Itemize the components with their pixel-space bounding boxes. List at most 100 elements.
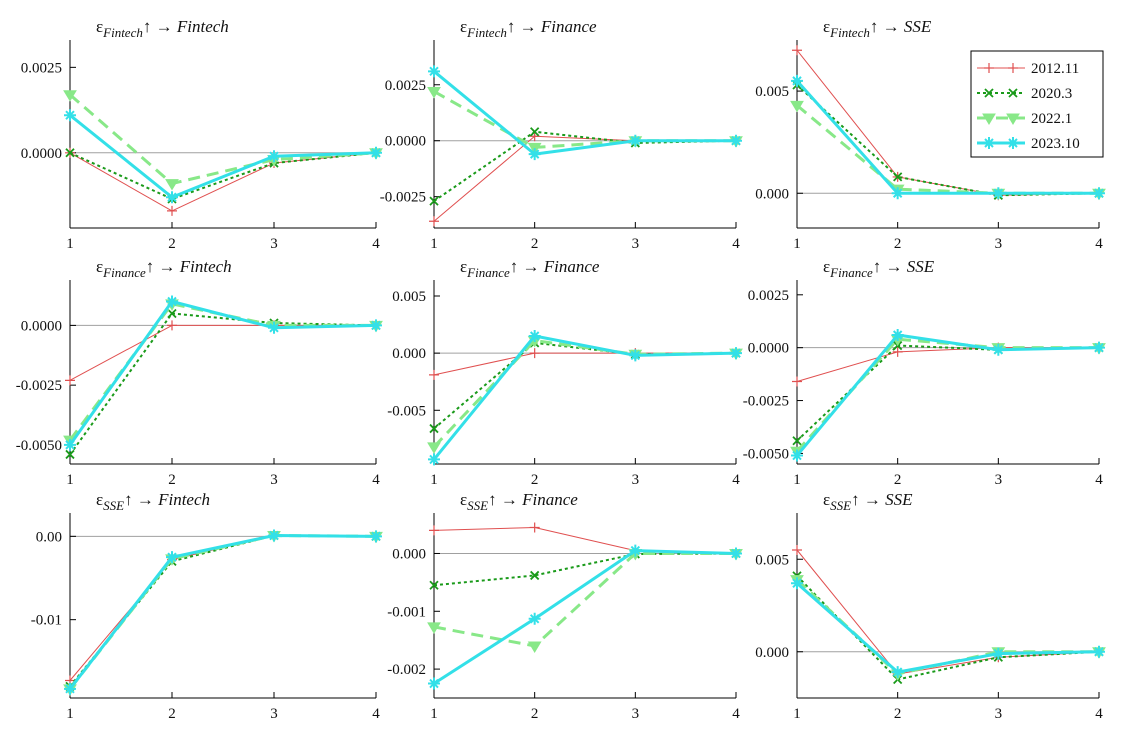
data-point-2023.10 [1093, 645, 1105, 658]
series-line-2012.11 [796, 549, 1100, 675]
y-tick-label: 0.0000 [21, 146, 62, 162]
data-point-2023.10 [791, 449, 803, 462]
data-point-2012.11 [892, 346, 903, 357]
data-point-2022.1 [790, 100, 804, 113]
legend-label-2022.1: 2022.1 [1031, 111, 1072, 127]
data-point-2023.10 [992, 343, 1005, 356]
legend-marker-2023.10 [983, 137, 995, 149]
irf-panel-5: -0.005 0.000 0.005 1 2 3 4 εFinance↑ → Finance [387, 257, 743, 488]
series-line-2020.3 [433, 130, 737, 202]
series-line-2023.10 [68, 534, 377, 690]
y-tick-label: 0.0000 [748, 341, 789, 357]
irf-panel-1: 0.0000 0.0025 1 2 3 4 εFintech↑ → Fintech [21, 17, 383, 252]
y-tick-label: 0.0025 [21, 60, 62, 76]
data-point-2023.10 [528, 148, 541, 161]
series-line-2022.1 [796, 104, 1099, 195]
irf-panel-9: 0.000 0.005 1 2 3 4 εSSE↑ → SSE [755, 490, 1106, 722]
x-tick-label: 4 [732, 236, 740, 252]
series-line-2020.3 [69, 151, 377, 200]
data-point-2012.11 [792, 545, 802, 555]
data-point-2023.10 [992, 647, 1005, 660]
legend-marker-2012.11 [984, 63, 994, 73]
y-tick-label: 0.005 [392, 289, 426, 305]
data-point-2022.1 [63, 90, 77, 102]
x-tick-label: 1 [793, 706, 801, 722]
x-tick-label: 1 [430, 706, 438, 722]
data-point-2023.10 [891, 187, 904, 200]
data-point-2023.10 [428, 677, 440, 690]
series-line-2022.1 [795, 337, 1099, 453]
x-tick-label: 4 [1095, 706, 1103, 722]
x-tick-label: 1 [66, 472, 74, 488]
x-tick-label: 1 [66, 236, 74, 252]
data-point-2012.11 [529, 348, 540, 359]
data-point-2020.3 [429, 580, 439, 590]
data-point-2020.3 [167, 308, 177, 319]
data-point-2023.10 [268, 529, 280, 542]
x-tick-label: 4 [372, 472, 380, 488]
data-point-2023.10 [64, 682, 76, 695]
data-point-2023.10 [428, 453, 440, 466]
x-tick-label: 2 [531, 236, 539, 252]
y-tick-label: 0.0000 [21, 318, 62, 334]
x-tick-label: 1 [793, 236, 801, 252]
data-point-2020.3 [530, 127, 540, 137]
series-line-2022.1 [68, 302, 376, 442]
data-point-2023.10 [791, 74, 803, 87]
series-line-2023.10 [69, 114, 377, 199]
series-line-2023.10 [796, 582, 1100, 674]
panel-title: εSSE↑ → Fintech [96, 490, 210, 513]
data-point-2023.10 [268, 150, 280, 163]
series-line-2022.1 [69, 93, 377, 186]
y-tick-label: 0.000 [392, 546, 426, 562]
y-tick-label: 0.0025 [748, 288, 789, 304]
x-tick-label: 2 [531, 706, 539, 722]
y-tick-label: 0.0025 [385, 78, 426, 94]
x-tick-label: 3 [270, 706, 278, 722]
x-tick-label: 4 [732, 472, 740, 488]
irf-panel-3: 0.000 0.005 1 2 3 4 εFintech↑ → SSE [755, 17, 1106, 252]
data-point-2023.10 [891, 666, 904, 679]
x-tick-label: 1 [430, 236, 438, 252]
data-point-2023.10 [64, 109, 76, 122]
series-line-2012.11 [433, 135, 736, 222]
series-line-2012.11 [796, 347, 1099, 382]
panel-title: εFintech↑ → SSE [823, 17, 932, 40]
data-point-2020.3 [65, 148, 75, 158]
data-point-2012.11 [429, 525, 439, 536]
series-line-2022.1 [433, 90, 736, 149]
data-point-2012.11 [167, 320, 177, 331]
series-line-2023.10 [795, 79, 1099, 195]
data-point-2023.10 [891, 328, 904, 341]
x-tick-label: 3 [632, 472, 640, 488]
x-tick-label: 2 [168, 706, 176, 722]
x-tick-label: 4 [732, 706, 740, 722]
data-point-2012.11 [792, 45, 802, 56]
series-line-2012.11 [433, 526, 737, 554]
x-tick-label: 1 [66, 706, 74, 722]
x-tick-label: 2 [531, 472, 539, 488]
data-point-2020.3 [429, 196, 439, 206]
data-point-2023.10 [629, 544, 642, 557]
data-point-2020.3 [792, 436, 802, 446]
series-line-2012.11 [69, 535, 377, 681]
data-point-2023.10 [730, 347, 742, 360]
panel-title: εFintech↑ → Finance [460, 17, 597, 40]
data-point-2023.10 [370, 530, 382, 543]
data-point-2023.10 [528, 330, 541, 342]
legend-marker-2020.3 [984, 88, 994, 98]
irf-panel-6: -0.0050 -0.0025 0.0000 0.0025 1 2 3 4 εFinance↑ … [743, 257, 1106, 488]
data-point-2023.10 [1093, 341, 1105, 354]
y-tick-label: 0.005 [755, 552, 789, 568]
x-tick-label: 4 [1095, 472, 1103, 488]
irf-panel-8: -0.002 -0.001 0.000 1 2 3 4 εSSE↑ → Finance [387, 490, 743, 722]
y-tick-label: -0.005 [387, 403, 426, 419]
x-tick-label: 4 [372, 236, 380, 252]
y-tick-label: -0.0025 [743, 394, 789, 410]
data-point-2023.10 [64, 438, 76, 451]
data-point-2022.1 [527, 641, 542, 653]
data-point-2012.11 [167, 205, 177, 216]
irf-panel-2: -0.0025 0.0000 0.0025 1 2 3 4 εFintech↑ → Finan… [380, 17, 743, 252]
series-line-2023.10 [433, 549, 737, 685]
series-line-2012.11 [433, 352, 736, 376]
